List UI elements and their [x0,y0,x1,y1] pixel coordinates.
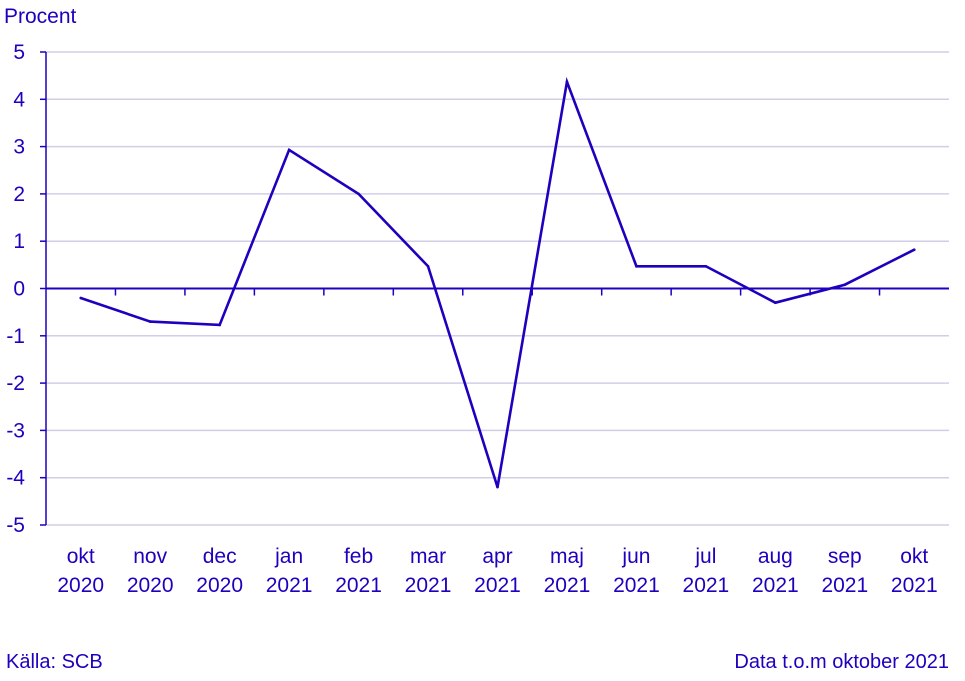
data-point [357,192,360,196]
y-tick-label: 3 [13,136,25,159]
x-axis: okt 2020 nov 2020 dec 2020 jan 2021 feb 2021 mar 20… [46,287,949,597]
y-tick-label: 2 [13,183,25,206]
y-tick-label: 1 [13,230,25,253]
y-tick-label: -3 [6,419,25,442]
source-label: Källa: SCB [6,651,103,673]
data-point [287,148,291,152]
data-point [426,264,430,268]
y-tick-label: 5 [13,41,25,64]
x-tick-label: feb 2021 [335,545,382,597]
x-tick-label: apr 2021 [474,545,521,597]
x-tick-label: mar 2021 [405,545,452,597]
y-axis-label: Procent [4,5,77,28]
y-tick-label: -4 [6,467,25,490]
series-line-0 [80,76,915,488]
data-point [565,80,569,84]
data-note: Data t.o.m oktober 2021 [734,651,949,673]
y-axis: 5 4 3 2 1 0 -1 -2 -3 -4 -5 [6,41,47,537]
data-point [704,264,708,268]
data-point [912,248,916,252]
data-point [218,323,221,327]
gridlines [46,51,949,526]
x-tick-label: sep 2021 [821,545,868,597]
data-point [635,264,638,268]
y-tick-label: 4 [13,88,25,111]
y-tick-label: -1 [6,325,25,348]
x-tick-label: jul 2021 [683,545,730,597]
y-tick-label: -5 [6,514,25,537]
x-tick-label: okt 2020 [57,545,104,597]
x-tick-label: dec 2020 [196,545,243,597]
y-tick-label: -2 [6,372,25,395]
series-layer [79,76,916,489]
data-point [774,301,777,304]
x-tick-label: maj 2021 [544,545,591,597]
line-chart: 5 4 3 2 1 0 -1 -2 -3 -4 -5 okt 2020 nov 2020 dec 2020 ja… [4,5,949,597]
data-point [496,485,499,489]
data-point [148,320,152,323]
y-tick-label: 0 [13,278,25,301]
x-tick-label: aug 2021 [752,545,799,597]
x-tick-label: jun 2021 [613,545,660,597]
x-tick-label: okt 2021 [891,545,938,597]
data-point [79,296,83,300]
data-point [843,283,847,287]
x-tick-label: jan 2021 [266,545,313,597]
x-tick-label: nov 2020 [127,545,174,597]
